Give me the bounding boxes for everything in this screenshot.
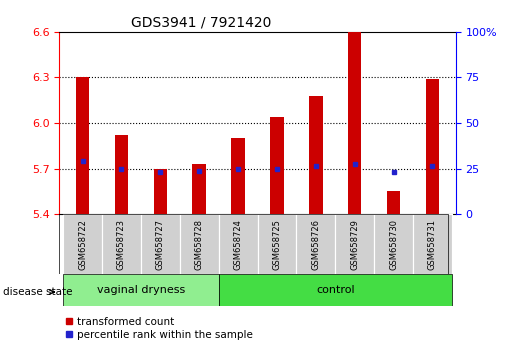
Bar — [141, 214, 180, 274]
Bar — [413, 214, 452, 274]
Text: GSM658728: GSM658728 — [195, 219, 204, 270]
Bar — [296, 214, 335, 274]
Bar — [348, 32, 362, 214]
Text: vaginal dryness: vaginal dryness — [97, 285, 185, 295]
Bar — [270, 117, 284, 214]
Bar — [180, 214, 219, 274]
Bar — [76, 78, 90, 214]
Text: GSM658723: GSM658723 — [117, 219, 126, 270]
Bar — [258, 214, 296, 274]
Bar — [219, 214, 258, 274]
Bar — [219, 274, 452, 306]
Text: GSM658725: GSM658725 — [272, 219, 281, 270]
Bar — [63, 214, 102, 274]
Text: GDS3941 / 7921420: GDS3941 / 7921420 — [131, 15, 271, 29]
Bar — [374, 214, 413, 274]
Bar — [309, 96, 322, 214]
Text: control: control — [316, 285, 354, 295]
Text: GSM658726: GSM658726 — [311, 219, 320, 270]
Bar — [425, 79, 439, 214]
Text: GSM658729: GSM658729 — [350, 219, 359, 270]
Bar — [153, 169, 167, 214]
Bar — [63, 274, 219, 306]
Bar — [387, 192, 400, 214]
Text: GSM658731: GSM658731 — [428, 219, 437, 270]
Bar — [231, 138, 245, 214]
Bar — [102, 214, 141, 274]
Text: disease state: disease state — [3, 287, 72, 297]
Bar — [193, 164, 206, 214]
Text: GSM658730: GSM658730 — [389, 219, 398, 270]
Text: GSM658727: GSM658727 — [156, 219, 165, 270]
Bar — [335, 214, 374, 274]
Bar — [115, 135, 128, 214]
Text: GSM658724: GSM658724 — [234, 219, 243, 270]
Text: GSM658722: GSM658722 — [78, 219, 87, 270]
Legend: transformed count, percentile rank within the sample: transformed count, percentile rank withi… — [64, 317, 253, 340]
